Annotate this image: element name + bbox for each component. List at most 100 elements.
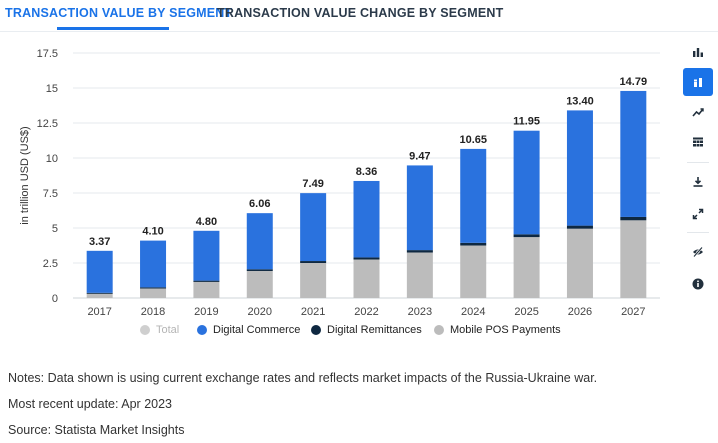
table-grid-icon <box>693 137 703 147</box>
total-data-label: 10.65 <box>459 134 487 146</box>
bar-mobile-pos-payments <box>566 228 593 298</box>
bar-mobile-pos-payments <box>406 252 433 298</box>
total-data-label: 8.36 <box>356 166 377 178</box>
stacked-bar-chart-button[interactable] <box>683 68 713 96</box>
legend-dot-digital-remittances <box>311 325 321 335</box>
legend-item-total[interactable]: Total <box>140 324 179 336</box>
legend-label-digital-commerce: Digital Commerce <box>213 324 301 336</box>
bar-mobile-pos-payments <box>300 263 327 298</box>
bar-digital-remittances <box>620 216 647 221</box>
x-tick-label: 2021 <box>301 306 325 318</box>
y-tick-label: 12.5 <box>37 118 58 130</box>
bar-digital-commerce <box>193 230 220 281</box>
x-tick-label: 2026 <box>568 306 592 318</box>
legend-item-digital-remittances[interactable]: Digital Remittances <box>311 324 422 336</box>
bar-mobile-pos-payments <box>460 245 487 298</box>
bar-mobile-pos-payments <box>246 270 273 298</box>
bar-digital-remittances <box>140 287 167 289</box>
legend-dot-digital-commerce <box>197 325 207 335</box>
y-tick-label: 10 <box>46 153 58 165</box>
bar-digital-commerce <box>460 148 487 243</box>
x-tick-label: 2018 <box>141 306 165 318</box>
bar-digital-commerce <box>140 240 167 288</box>
bar-chart-button[interactable] <box>683 38 713 66</box>
download-icon <box>693 177 703 187</box>
bar-mobile-pos-payments <box>513 237 540 298</box>
bar-digital-remittances <box>406 250 433 253</box>
bar-digital-commerce <box>620 90 647 217</box>
bar-mobile-pos-payments <box>353 259 380 298</box>
bar-digital-commerce <box>513 130 540 235</box>
source-text: Source: Statista Market Insights <box>8 423 185 437</box>
x-tick-label: 2022 <box>354 306 378 318</box>
y-axis-label: in trillion USD (US$) <box>19 126 31 224</box>
tab-transaction-value-by-segment[interactable]: TRANSACTION VALUE BY SEGMENT <box>5 6 233 20</box>
legend-dot-total <box>140 325 150 335</box>
trend-line-button[interactable] <box>683 98 713 126</box>
hide-button[interactable] <box>683 238 713 266</box>
info-icon <box>692 278 704 290</box>
bar-digital-commerce <box>353 180 380 258</box>
total-data-label: 3.37 <box>89 236 110 248</box>
active-tab-indicator <box>57 27 169 30</box>
total-data-label: 4.10 <box>142 226 163 238</box>
y-tick-label: 17.5 <box>37 48 58 60</box>
x-tick-label: 2017 <box>87 306 111 318</box>
legend-label-digital-remittances: Digital Remittances <box>327 324 422 336</box>
y-tick-label: 7.5 <box>43 188 58 200</box>
y-tick-label: 0 <box>52 293 58 305</box>
x-tick-label: 2020 <box>248 306 272 318</box>
bar-mobile-pos-payments <box>193 281 220 298</box>
info-button[interactable] <box>683 270 713 298</box>
total-data-label: 7.49 <box>302 178 323 190</box>
toolbar-divider <box>687 162 709 163</box>
bar-digital-remittances <box>353 257 380 260</box>
bar-digital-commerce <box>300 193 327 262</box>
bar-digital-remittances <box>513 234 540 238</box>
legend-item-mobile-pos-payments[interactable]: Mobile POS Payments <box>434 324 561 336</box>
total-data-label: 13.40 <box>566 95 594 107</box>
bar-digital-remittances <box>460 242 487 246</box>
total-data-label: 11.95 <box>513 116 540 128</box>
bar-mobile-pos-payments <box>140 288 167 298</box>
total-data-label: 4.80 <box>196 216 217 228</box>
bar-chart-icon <box>693 48 703 57</box>
y-tick-label: 2.5 <box>43 258 58 270</box>
fullscreen-button[interactable] <box>683 200 713 228</box>
total-data-label: 9.47 <box>409 150 430 162</box>
tab-bar: TRANSACTION VALUE BY SEGMENT TRANSACTION… <box>0 0 718 32</box>
tab-divider <box>0 31 718 32</box>
bar-mobile-pos-payments <box>620 220 647 298</box>
fullscreen-icon <box>692 208 704 220</box>
tab-transaction-value-change-by-segment[interactable]: TRANSACTION VALUE CHANGE BY SEGMENT <box>217 6 504 20</box>
x-tick-label: 2019 <box>194 306 218 318</box>
download-button[interactable] <box>683 168 713 196</box>
bar-digital-remittances <box>246 269 273 271</box>
legend-label-mobile-pos-payments: Mobile POS Payments <box>450 324 561 336</box>
bar-digital-remittances <box>300 261 327 263</box>
chart-toolbar <box>683 38 715 308</box>
legend-item-digital-commerce[interactable]: Digital Commerce <box>197 324 300 336</box>
most-recent-update: Most recent update: Apr 2023 <box>8 397 172 411</box>
total-data-label: 14.79 <box>620 76 648 88</box>
toolbar-divider <box>687 232 709 233</box>
x-tick-label: 2027 <box>621 306 645 318</box>
bar-digital-commerce <box>86 250 113 293</box>
chart-legend: Total Digital Commerce Digital Remittanc… <box>0 324 680 344</box>
x-tick-label: 2024 <box>461 306 485 318</box>
hide-eye-icon <box>693 246 703 258</box>
notes-text: Notes: Data shown is using current excha… <box>8 371 598 385</box>
x-tick-label: 2025 <box>514 306 538 318</box>
bar-digital-commerce <box>406 165 433 251</box>
bar-digital-commerce <box>246 213 273 270</box>
bar-mobile-pos-payments <box>86 293 113 298</box>
stacked-bar-chart: 0 2.5 5 7.5 10 12.5 15 17.5 in trillion USD (US$… <box>19 48 660 318</box>
legend-dot-mobile-pos-payments <box>434 325 444 335</box>
y-tick-label: 15 <box>46 83 58 95</box>
bar-digital-remittances <box>86 292 113 294</box>
total-data-label: 6.06 <box>249 198 270 210</box>
x-tick-label: 2023 <box>408 306 432 318</box>
y-tick-label: 5 <box>52 223 58 235</box>
bar-digital-remittances <box>193 280 220 282</box>
table-grid-button[interactable] <box>683 128 713 156</box>
